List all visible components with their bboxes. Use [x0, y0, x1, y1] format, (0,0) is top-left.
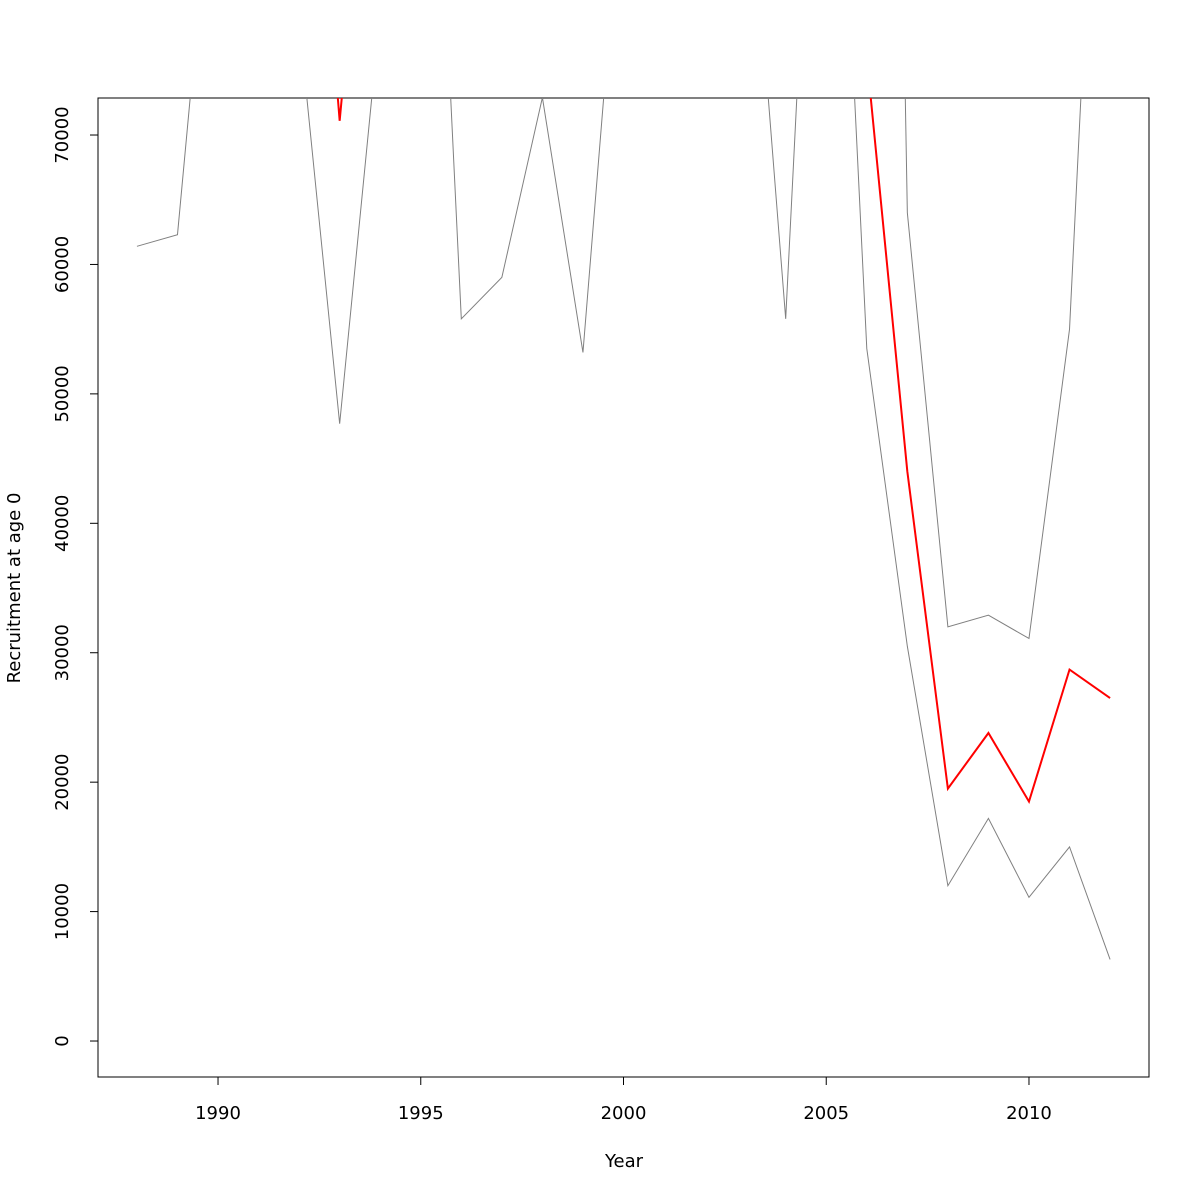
y-tick-label: 60000	[52, 236, 73, 293]
x-tick-label: 2010	[1006, 1103, 1052, 1124]
y-tick-label: 10000	[52, 883, 73, 940]
x-axis-title: Year	[604, 1151, 644, 1172]
y-tick-label: 50000	[52, 365, 73, 422]
plot-area	[136, 98, 1111, 960]
series-line	[136, 98, 1111, 960]
y-tick-label: 30000	[52, 624, 73, 681]
plot-frame	[97, 97, 1150, 1078]
x-tick-label: 2005	[803, 1103, 849, 1124]
y-tick-label: 20000	[52, 754, 73, 811]
y-tick-label: 0	[52, 1035, 73, 1046]
y-axis-title: Recruitment at age 0	[4, 493, 25, 684]
series-line	[904, 98, 1082, 640]
series-line	[336, 98, 1111, 805]
x-tick-label: 1995	[398, 1103, 444, 1124]
y-tick-label: 70000	[52, 106, 73, 163]
y-tick-label: 40000	[52, 495, 73, 552]
x-tick-label: 1990	[195, 1103, 241, 1124]
x-tick-label: 2000	[601, 1103, 647, 1124]
